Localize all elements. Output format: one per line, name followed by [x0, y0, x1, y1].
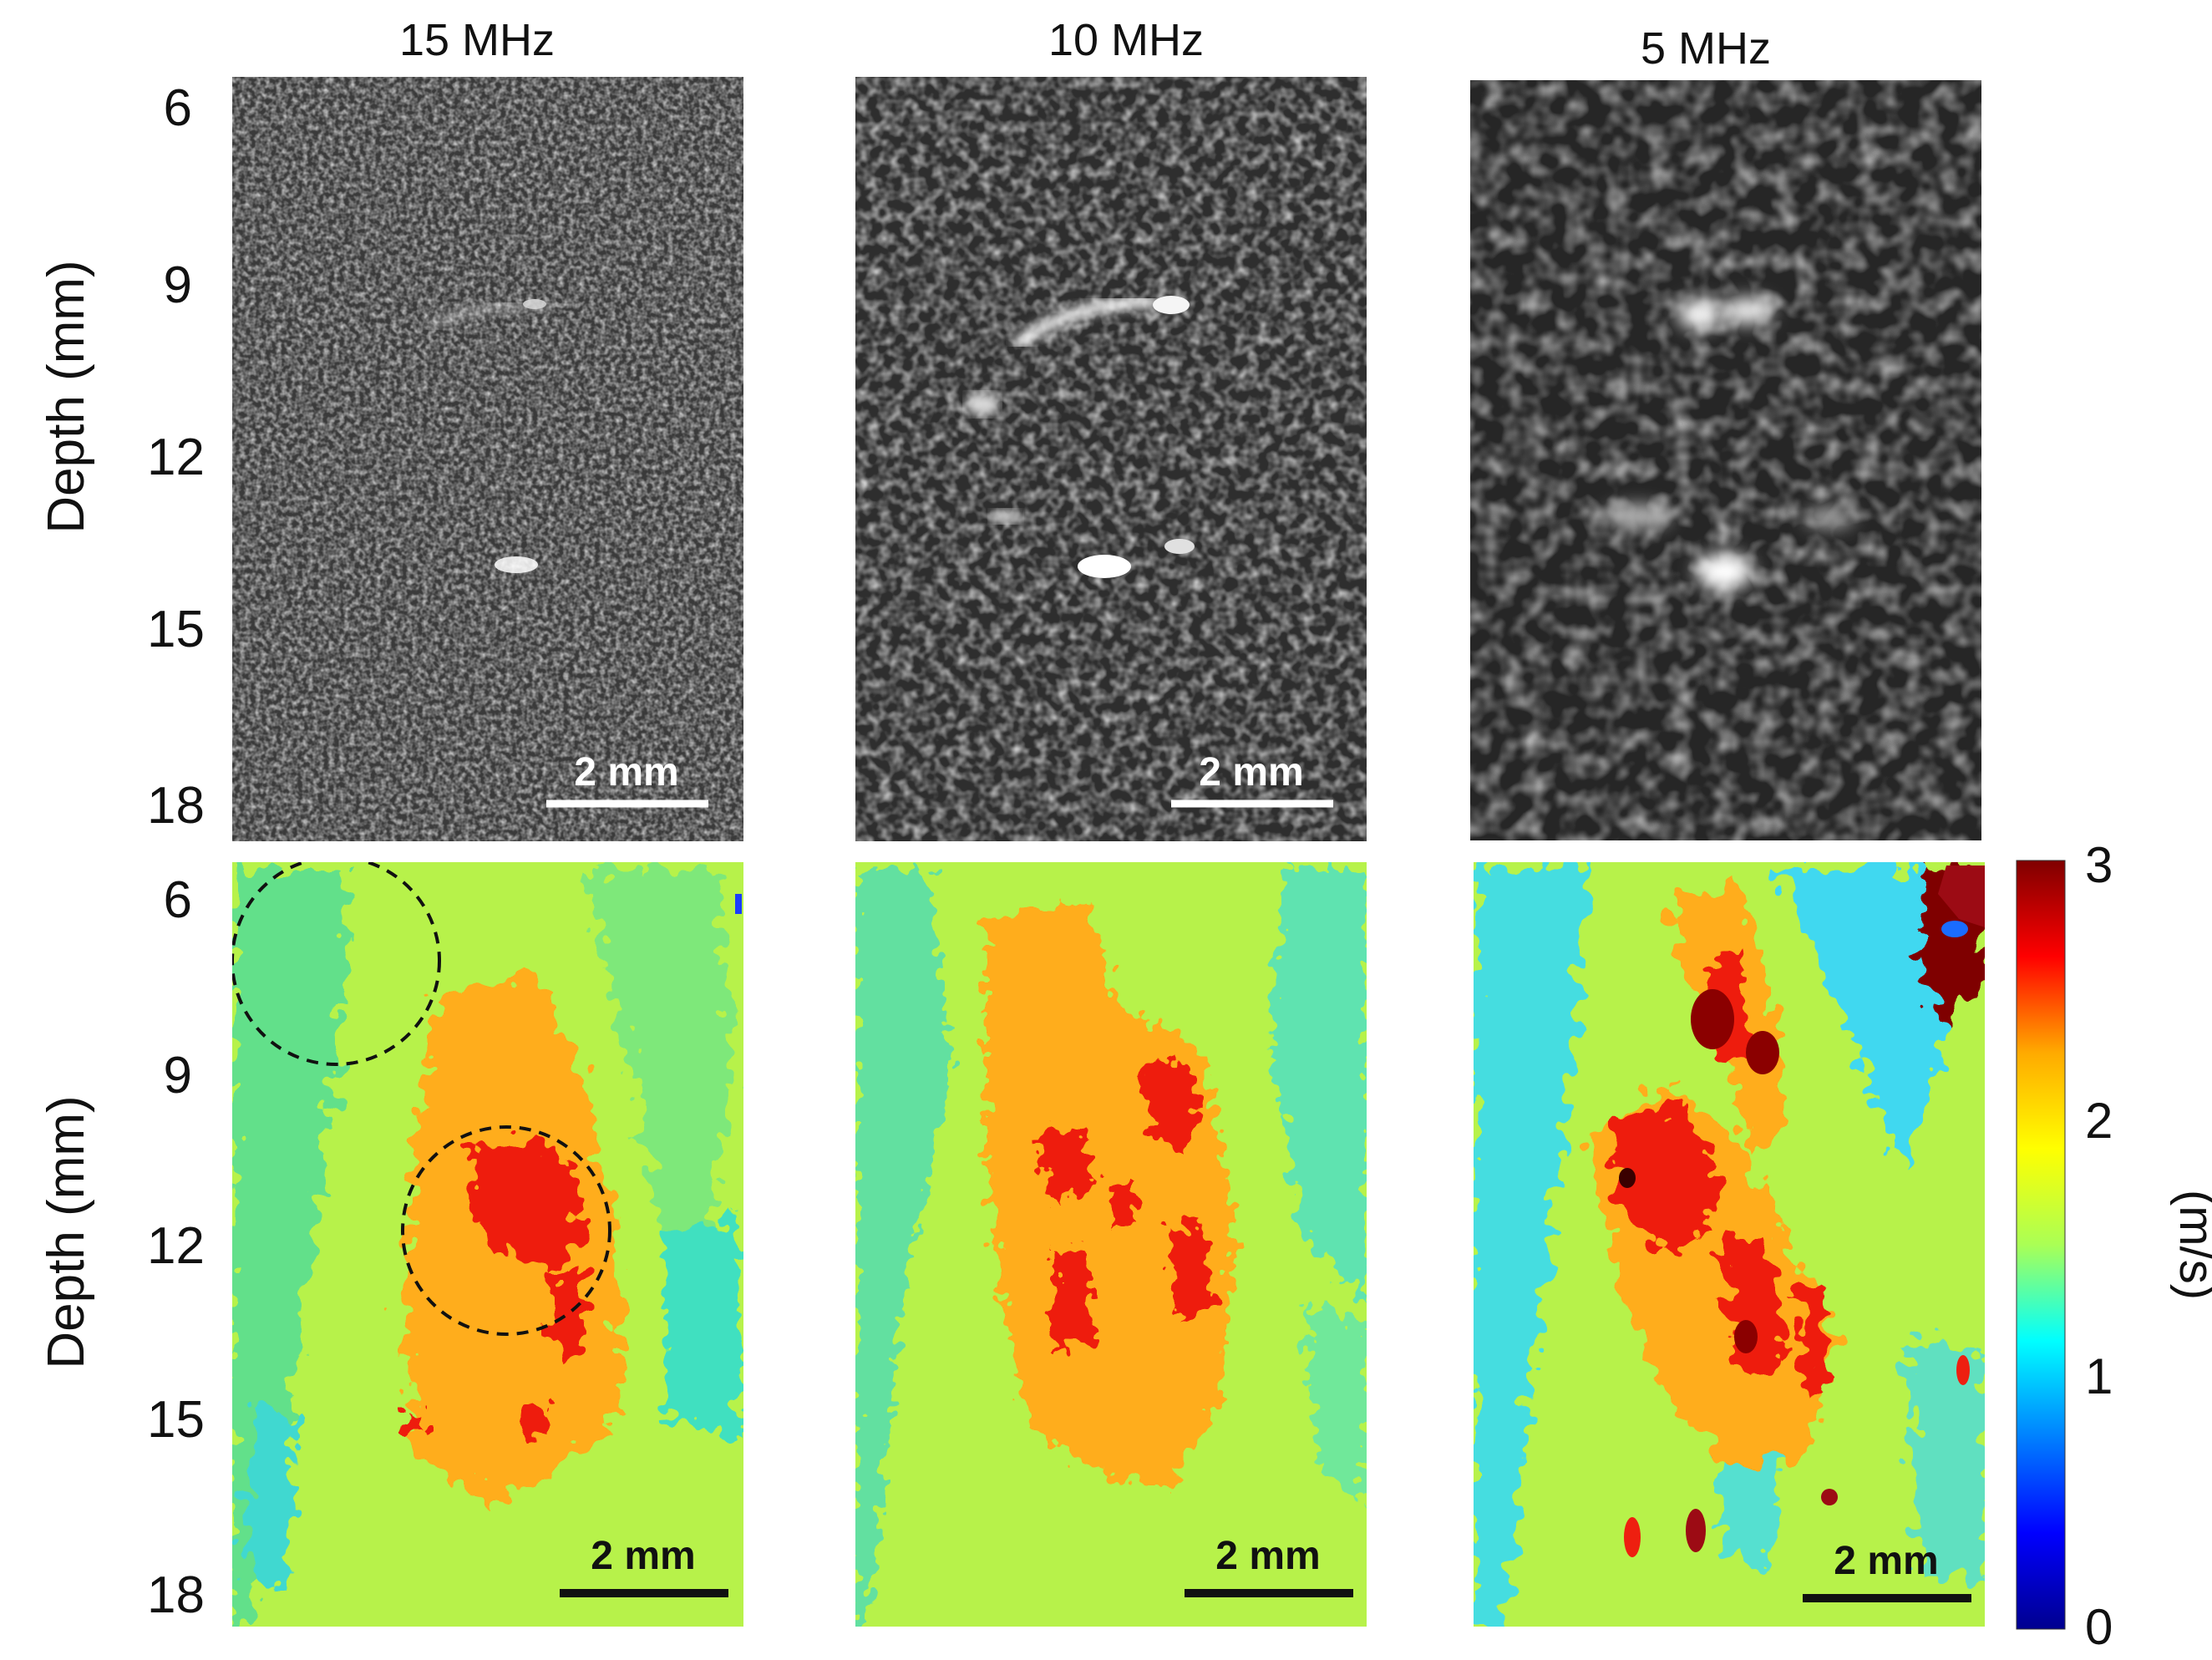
speed-map-5mhz: 2 mm: [1474, 862, 1985, 1627]
speed-map-15mhz: 2 mm: [232, 862, 743, 1627]
scale-bar-label: 2 mm: [1199, 750, 1303, 794]
column-title-10mhz: 10 MHz: [1048, 15, 1204, 65]
bmode-panel-10mhz: 2 mm: [855, 77, 1367, 841]
row1-axis-label: Depth (mm): [38, 260, 95, 533]
scale-bar-label: 2 mm: [1215, 1534, 1320, 1578]
row1-tick: 9: [164, 256, 192, 314]
colorbar-tick: 0: [2085, 1599, 2113, 1655]
row2-tick: 6: [164, 871, 192, 929]
row2-axis-label: Depth (mm): [38, 1095, 95, 1368]
scale-bar-label: 2 mm: [591, 1534, 695, 1578]
colorbar-unit: (m/s): [2169, 1190, 2212, 1300]
row1-tick: 12: [147, 429, 205, 486]
speed-map-10mhz: 2 mm: [855, 862, 1367, 1627]
colorbar-tick: 2: [2085, 1093, 2113, 1149]
colorbar: 3 2 1 0 (m/s): [2016, 837, 2212, 1655]
dashed-circle-inclusion: [401, 1125, 611, 1336]
row1-tick: 15: [147, 601, 205, 658]
row1-tick: 6: [164, 79, 192, 137]
scale-bar-label: 2 mm: [574, 750, 678, 794]
scale-bar-label: 2 mm: [1834, 1539, 1938, 1583]
column-title-15mhz: 15 MHz: [399, 15, 555, 65]
row2-tick: 18: [147, 1566, 205, 1624]
bmode-panel-5mhz: [1470, 80, 1981, 840]
row2-tick: 15: [147, 1391, 205, 1449]
dashed-circle-background: [232, 862, 441, 1066]
bmode-panel-15mhz: 2 mm: [232, 77, 743, 841]
colorbar-tick: 1: [2085, 1348, 2113, 1404]
row2-tick: 12: [147, 1217, 205, 1275]
row2-tick: 9: [164, 1047, 192, 1104]
row1-tick: 18: [147, 777, 205, 835]
colorbar-tick: 3: [2085, 837, 2113, 893]
column-title-5mhz: 5 MHz: [1641, 23, 1771, 74]
